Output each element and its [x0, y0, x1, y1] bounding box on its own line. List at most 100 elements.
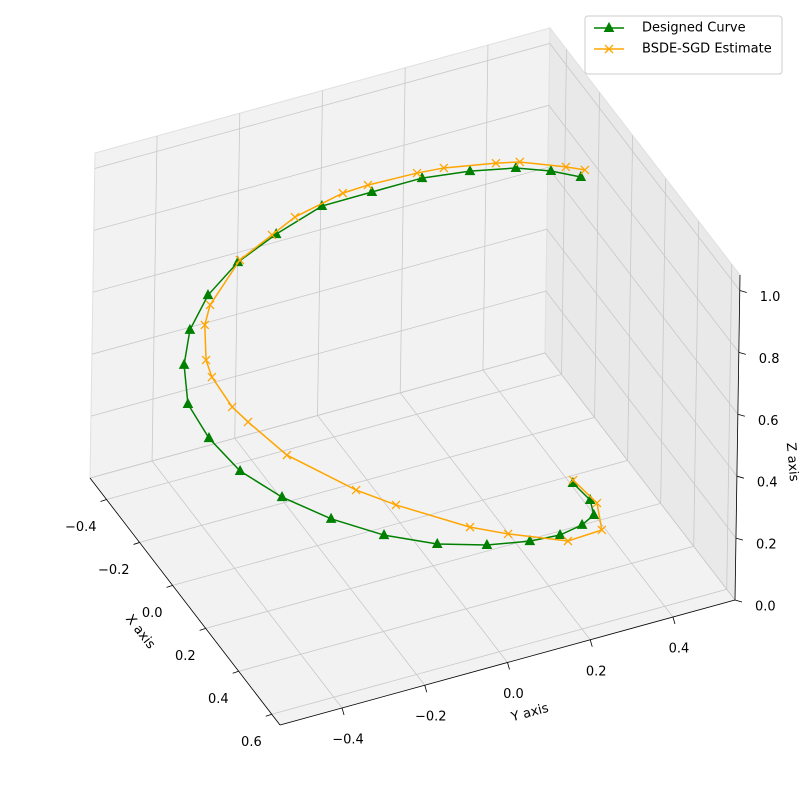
data-point: [201, 355, 211, 365]
legend-box: [584, 15, 783, 75]
data-point: [515, 157, 525, 167]
data-point: [510, 161, 522, 172]
data-point: [282, 450, 292, 460]
legend-label: Designed Curve: [642, 21, 746, 36]
z-tick: [739, 290, 747, 293]
x-tick-label: 0.0: [142, 606, 163, 621]
data-point: [207, 372, 217, 382]
y-tick: [341, 707, 345, 716]
data-point: [576, 518, 588, 529]
series-line: [183, 167, 595, 546]
data-point: [203, 432, 215, 443]
data-point: [182, 397, 194, 409]
data-point: [267, 230, 277, 240]
x-axis-line: [89, 477, 281, 726]
data-point: [202, 289, 214, 300]
legend-marker: [604, 44, 614, 54]
y-axis-label: Y axis: [509, 701, 551, 726]
data-point: [391, 500, 401, 510]
y-tick-label: −0.4: [332, 732, 364, 747]
x-tick: [100, 499, 107, 502]
data-point: [416, 172, 428, 183]
data-point: [588, 508, 600, 519]
z-tick: [735, 537, 744, 541]
grid-line: [91, 228, 738, 477]
data-point: [491, 158, 501, 168]
data-point: [235, 255, 245, 265]
z-tick-label: 0.4: [757, 476, 778, 491]
y-tick-label: 0.0: [503, 687, 524, 702]
y-tick-label: 0.2: [586, 664, 607, 679]
z-tick-label: 0.0: [755, 600, 776, 615]
z-tick-label: 1.0: [760, 290, 781, 305]
x-tick-label: 0.4: [208, 692, 229, 707]
data-point: [227, 402, 237, 412]
data-point: [545, 164, 557, 175]
data-point: [200, 320, 210, 330]
data-point: [554, 528, 566, 540]
z-tick-label: 0.8: [759, 352, 780, 367]
data-point: [290, 212, 300, 222]
grid-line: [89, 352, 736, 601]
data-point: [243, 417, 253, 427]
x-tick-label: −0.4: [65, 520, 97, 535]
data-point: [366, 185, 378, 196]
y-tick: [589, 639, 593, 647]
x-tick: [265, 713, 272, 717]
z-tick-label: 0.2: [756, 538, 777, 553]
data-point: [363, 180, 373, 190]
grid-line: [92, 166, 739, 415]
y-axis-line: [279, 599, 736, 726]
data-point: [431, 537, 443, 548]
data-point: [568, 475, 578, 485]
data-point: [481, 538, 493, 550]
y-tick-label: −0.2: [415, 710, 447, 725]
y-tick: [424, 685, 428, 693]
grid-line: [94, 43, 741, 291]
data-point: [276, 491, 288, 502]
x-tick: [133, 542, 140, 545]
x-tick-label: −0.2: [98, 563, 130, 578]
data-point: [205, 300, 215, 310]
data-point: [592, 498, 602, 508]
legend-label: BSDE-SGD Estimate: [642, 42, 772, 57]
z-tick: [736, 475, 745, 479]
y-tick: [672, 616, 676, 625]
z-tick: [738, 351, 746, 355]
data-point: [464, 165, 476, 176]
data-point: [503, 529, 513, 539]
grid-line: [93, 104, 740, 353]
data-point: [563, 536, 573, 546]
z-tick: [734, 599, 743, 603]
data-point: [184, 323, 196, 334]
data-point: [178, 358, 190, 369]
data-point: [351, 485, 361, 495]
z-tick: [737, 413, 745, 417]
x-tick: [166, 585, 173, 588]
legend: Designed Curve BSDE-SGD Estimate: [584, 15, 783, 75]
data-point: [412, 168, 422, 178]
data-point: [439, 163, 449, 173]
data-point: [234, 464, 246, 476]
data-point: [325, 512, 337, 523]
y-tick-label: 0.4: [669, 642, 690, 657]
z-tick-label: 0.6: [758, 414, 779, 429]
x-tick: [232, 670, 239, 674]
data-point: [524, 535, 536, 546]
x-tick: [199, 627, 206, 631]
data-point: [338, 188, 348, 198]
grid-line: [90, 290, 737, 539]
data-point: [580, 165, 590, 175]
data-point: [378, 529, 390, 540]
z-axis-line: [734, 274, 741, 601]
data-point: [575, 170, 587, 181]
series-line: [204, 161, 603, 542]
data-point: [465, 522, 475, 532]
x-tick-label: 0.6: [241, 735, 262, 750]
data-point: [561, 162, 571, 172]
legend-marker: [603, 21, 615, 32]
z-axis-label: Z axis: [783, 442, 799, 482]
data-point: [597, 525, 607, 535]
